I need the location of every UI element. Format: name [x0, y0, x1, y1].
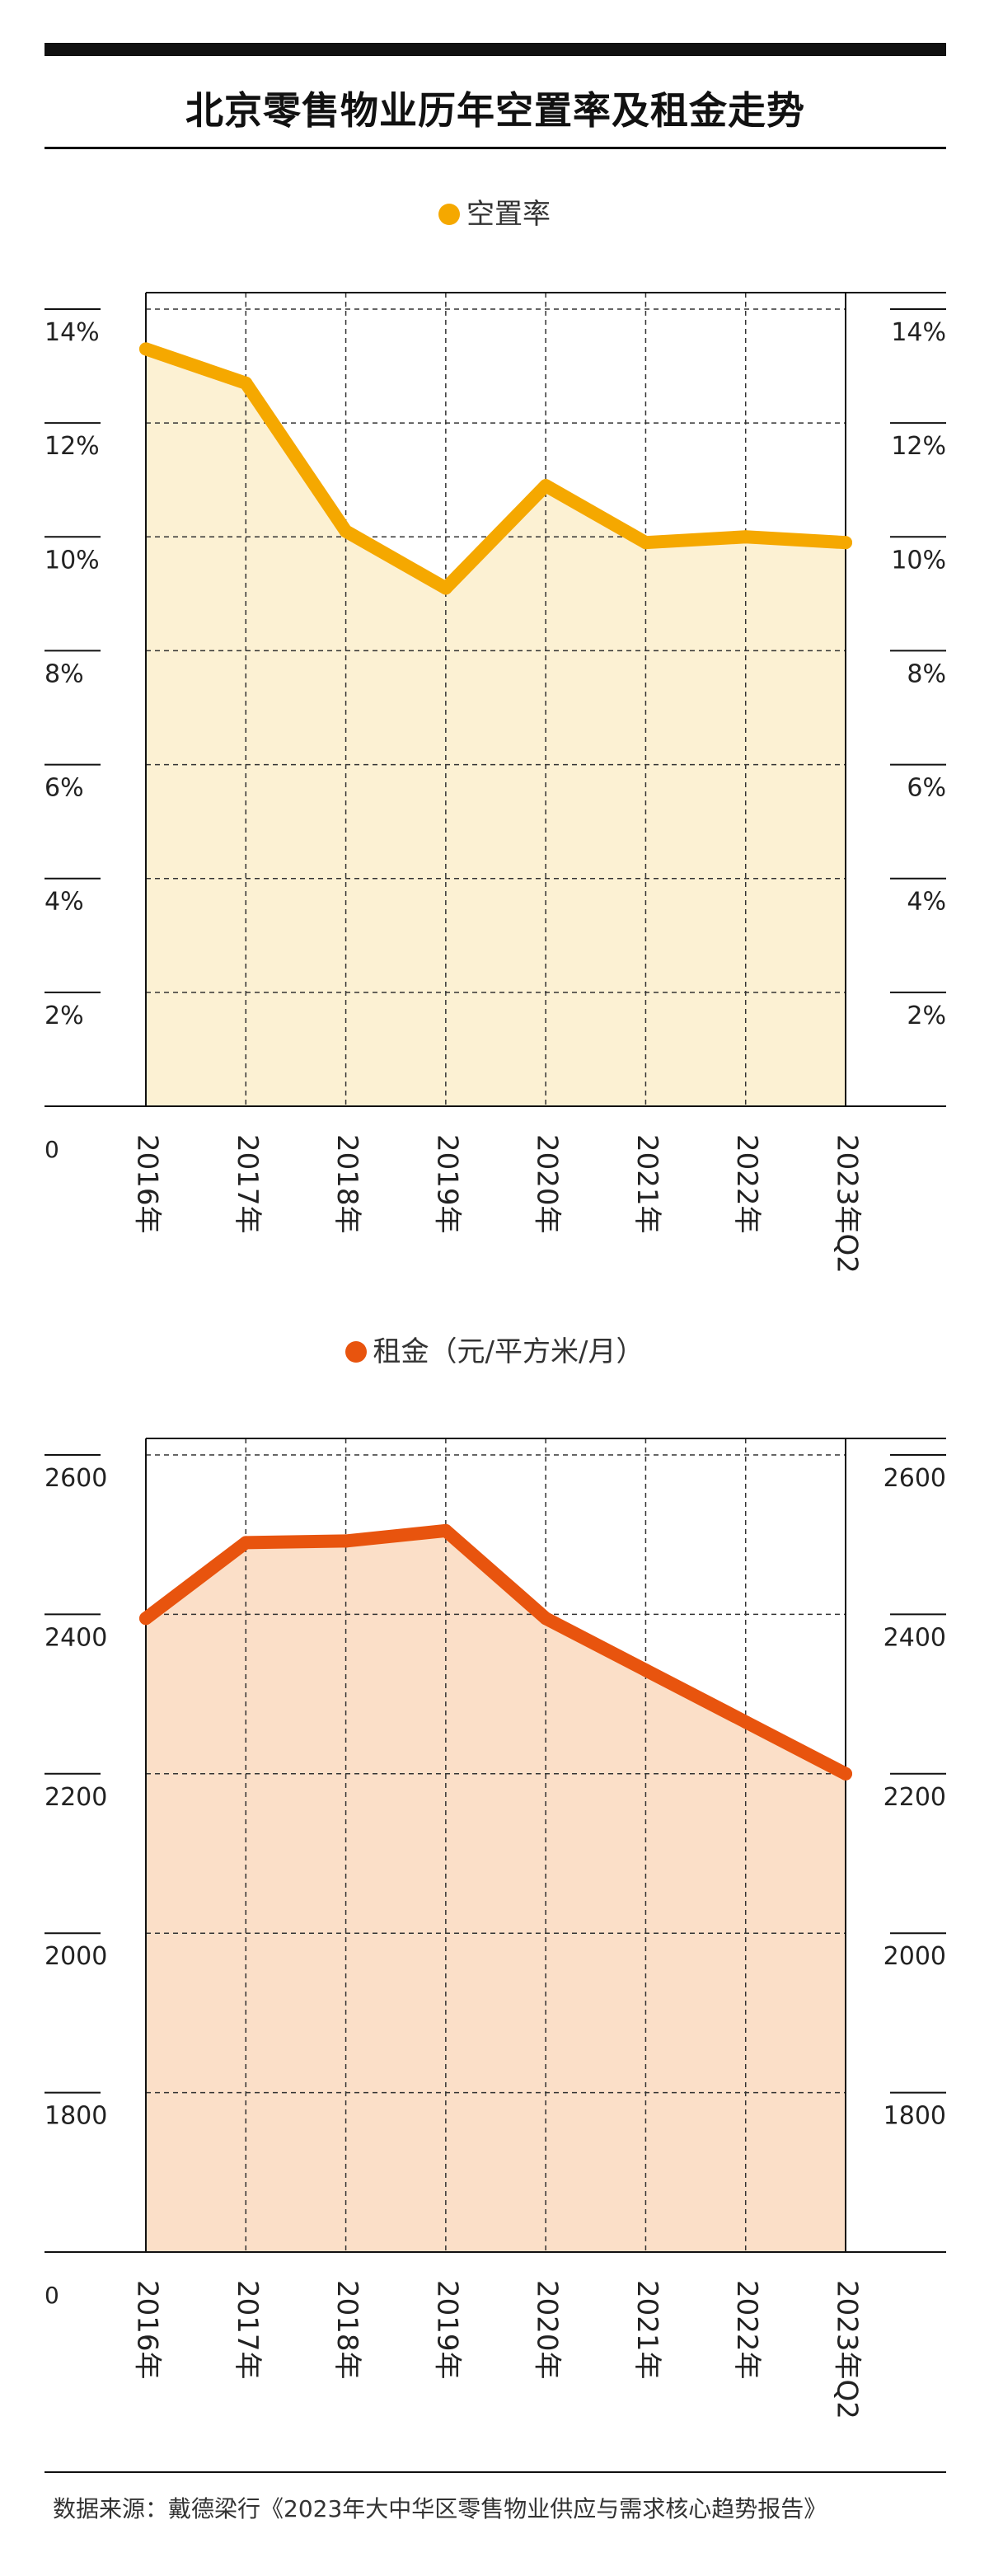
vacancy-data-point: [239, 376, 253, 390]
rent-xtick-label: 2020年: [531, 2280, 564, 2380]
vacancy-data-point: [738, 530, 752, 544]
rent-data-point: [738, 1715, 752, 1729]
vacancy-ytick-label-right: 10%: [891, 546, 946, 575]
vacancy-legend-dot: [438, 204, 460, 225]
vacancy-xtick-label: 2021年: [630, 1134, 663, 1234]
vacancy-ytick-label-right: 8%: [907, 659, 946, 688]
vacancy-xtick-label: 2017年: [231, 1134, 264, 1234]
rent-xtick-label: 2021年: [630, 2280, 663, 2380]
vacancy-ytick-label-right: 4%: [907, 888, 946, 917]
vacancy-ytick-label-right: 2%: [907, 1002, 946, 1030]
vacancy-xtick-label: 2018年: [330, 1134, 363, 1234]
rent-xtick-label: 2019年: [430, 2280, 463, 2380]
vacancy-data-point: [139, 342, 152, 356]
rent-ytick-label-left: 2400: [45, 1623, 107, 1652]
rent-data-point: [839, 1767, 852, 1781]
vacancy-data-point: [639, 536, 653, 550]
vacancy-ytick-label-right: 14%: [891, 318, 946, 347]
vacancy-xtick-label: 2020年: [531, 1134, 564, 1234]
rent-ytick-label-left: 1800: [45, 2102, 107, 2131]
vacancy-zero-label: 0: [45, 1136, 59, 1163]
rent-ytick-label-left: 2000: [45, 1942, 107, 1971]
rent-ytick-label-right: 2600: [884, 1464, 946, 1493]
rent-ytick-label-right: 2400: [884, 1623, 946, 1652]
footer-divider: [45, 2471, 946, 2473]
top-bar: [45, 43, 946, 56]
rent-data-point: [438, 1523, 452, 1537]
rent-data-point: [239, 1536, 253, 1550]
rent-legend: 租金（元/平方米/月）: [0, 1329, 989, 1369]
vacancy-legend: 空置率: [0, 191, 989, 232]
rent-data-point: [539, 1612, 553, 1626]
title-divider: [45, 147, 946, 149]
vacancy-data-point: [539, 479, 553, 493]
vacancy-xtick-label: 2016年: [131, 1134, 164, 1234]
rent-data-point: [639, 1663, 653, 1677]
rent-series-line: [139, 1523, 852, 1781]
vacancy-xtick-label: 2022年: [730, 1134, 763, 1234]
vacancy-data-point: [339, 524, 353, 538]
vacancy-data-point: [438, 581, 452, 595]
rent-ytick-label-left: 2600: [45, 1464, 107, 1493]
vacancy-rate-chart: 2% 2% 4% 4% 6% 6% 8% 8% 10% 10% 12% 12% 14% 14% 0 2016年…: [45, 292, 946, 1274]
vacancy-xtick-label: 2019年: [430, 1134, 463, 1234]
page-title: 北京零售物业历年空置率及租金走势: [185, 88, 805, 133]
rent-chart: 1800 1800 2000 2000 2200 2200 2400 2400 2600 2600…: [45, 1438, 946, 2419]
rent-data-point: [339, 1534, 353, 1548]
rent-ytick-label-right: 1800: [884, 2102, 946, 2131]
vacancy-data-point: [839, 536, 852, 550]
vacancy-ytick-label-left: 2%: [45, 1002, 84, 1030]
rent-area-fill: [146, 1530, 846, 2252]
vacancy-ytick-label-left: 6%: [45, 774, 84, 803]
rent-zero-label: 0: [45, 2282, 59, 2309]
rent-xtick-label: 2017年: [231, 2280, 264, 2380]
vacancy-legend-label: 空置率: [466, 198, 551, 231]
rent-ytick-label-right: 2200: [884, 1783, 946, 1812]
vacancy-ytick-label-right: 6%: [907, 774, 946, 803]
rent-xtick-label: 2016年: [131, 2280, 164, 2380]
rent-legend-label: 租金（元/平方米/月）: [373, 1335, 644, 1368]
rent-xtick-label: 2023年Q2: [831, 2280, 864, 2419]
rent-ytick-label-right: 2000: [884, 1942, 946, 1971]
vacancy-ytick-label-left: 4%: [45, 888, 84, 917]
rent-xtick-label: 2022年: [730, 2280, 763, 2380]
vacancy-ytick-label-left: 8%: [45, 659, 84, 688]
rent-legend-dot: [345, 1341, 367, 1363]
rent-xtick-label: 2018年: [330, 2280, 363, 2380]
vacancy-ytick-label-left: 12%: [45, 432, 100, 461]
vacancy-series-line: [139, 342, 852, 595]
vacancy-xtick-label: 2023年Q2: [831, 1134, 864, 1274]
rent-data-point: [139, 1612, 152, 1626]
source-note: 数据来源：戴德梁行《2023年大中华区零售物业供应与需求核心趋势报告》: [53, 2495, 827, 2522]
vacancy-area-fill: [146, 349, 846, 1107]
vacancy-ytick-label-right: 12%: [891, 432, 946, 461]
vacancy-ytick-label-left: 14%: [45, 318, 100, 347]
rent-ytick-label-left: 2200: [45, 1783, 107, 1812]
vacancy-ytick-label-left: 10%: [45, 546, 100, 575]
